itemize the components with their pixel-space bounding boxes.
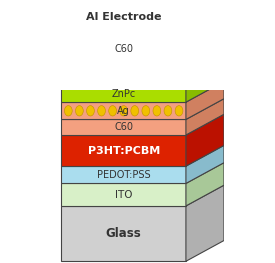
- Polygon shape: [186, 145, 224, 184]
- Polygon shape: [61, 135, 186, 166]
- Ellipse shape: [148, 69, 162, 86]
- Ellipse shape: [112, 69, 122, 80]
- Text: Ag: Ag: [117, 106, 130, 116]
- Polygon shape: [186, 21, 224, 57]
- Text: PEDOT:PSS: PEDOT:PSS: [97, 170, 150, 180]
- Ellipse shape: [76, 106, 83, 116]
- Polygon shape: [186, 185, 224, 261]
- Polygon shape: [186, 82, 224, 119]
- Ellipse shape: [214, 38, 222, 43]
- Text: C60: C60: [114, 122, 133, 132]
- Ellipse shape: [89, 61, 103, 77]
- Ellipse shape: [153, 106, 161, 116]
- Polygon shape: [61, 114, 224, 135]
- Polygon shape: [186, 0, 224, 42]
- Polygon shape: [61, 145, 224, 166]
- Polygon shape: [186, 99, 224, 135]
- Polygon shape: [186, 163, 224, 206]
- Text: P3HT:PCBM: P3HT:PCBM: [87, 146, 160, 156]
- Polygon shape: [61, 206, 186, 261]
- Ellipse shape: [205, 43, 213, 49]
- Polygon shape: [61, 37, 224, 57]
- Polygon shape: [186, 37, 224, 87]
- Polygon shape: [61, 102, 186, 119]
- Polygon shape: [61, 119, 186, 135]
- Polygon shape: [61, 163, 224, 184]
- Ellipse shape: [175, 106, 183, 116]
- Ellipse shape: [195, 48, 203, 54]
- Polygon shape: [61, 0, 186, 42]
- Text: Glass: Glass: [106, 227, 142, 240]
- Polygon shape: [61, 66, 224, 87]
- Ellipse shape: [164, 106, 172, 116]
- Ellipse shape: [109, 106, 117, 116]
- Polygon shape: [61, 99, 224, 119]
- Polygon shape: [61, 166, 186, 184]
- Text: ZnPc: ZnPc: [112, 89, 136, 99]
- Ellipse shape: [98, 106, 105, 116]
- Text: C60: C60: [114, 44, 133, 54]
- Polygon shape: [186, 66, 224, 102]
- Polygon shape: [186, 114, 224, 166]
- Polygon shape: [61, 42, 186, 57]
- Ellipse shape: [131, 106, 139, 116]
- Ellipse shape: [87, 106, 94, 116]
- Polygon shape: [61, 87, 186, 102]
- Text: Al Electrode: Al Electrode: [86, 12, 161, 22]
- Ellipse shape: [178, 69, 194, 80]
- Ellipse shape: [133, 57, 142, 75]
- Text: ZnPc:C60: ZnPc:C60: [96, 67, 151, 77]
- Polygon shape: [61, 184, 186, 206]
- Ellipse shape: [142, 106, 150, 116]
- Polygon shape: [61, 21, 224, 42]
- Ellipse shape: [64, 106, 72, 116]
- Polygon shape: [61, 185, 224, 206]
- Ellipse shape: [120, 106, 128, 116]
- Ellipse shape: [159, 66, 171, 78]
- Text: ITO: ITO: [115, 190, 133, 200]
- Ellipse shape: [82, 60, 92, 72]
- Polygon shape: [61, 57, 186, 87]
- Ellipse shape: [164, 59, 173, 79]
- Polygon shape: [61, 82, 224, 102]
- Ellipse shape: [73, 68, 85, 88]
- Ellipse shape: [122, 64, 133, 79]
